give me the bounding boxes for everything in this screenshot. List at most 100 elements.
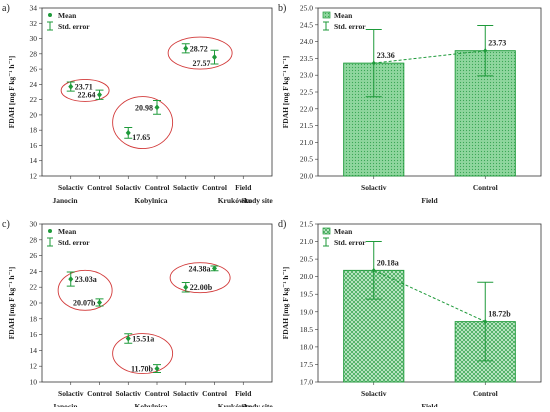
panel-label: c) [2,219,10,230]
legend-mean-marker [322,227,331,235]
x-tick-label: Solactiv [173,183,199,192]
y-axis-label: FDAH [mg F kg⁻¹ h⁻¹] [281,267,290,340]
y-tick-label: 26 [30,251,38,260]
x-tick-label: Solactiv [361,183,387,192]
highlight-ellipse [169,262,231,294]
highlight-ellipse [112,96,174,149]
highlight-ellipse [57,269,113,311]
x-tick-label: Field [235,389,252,398]
y-tick-label: 26 [30,65,38,74]
data-label: 22.00b [190,283,213,292]
x-axis-label: Field [421,402,438,407]
y-tick-label: 23.0 [300,71,313,80]
legend-error-label: Std. error [334,238,366,247]
data-label: 20.07b [73,298,96,307]
panel-d: d) 17.0 17.5 18.0 18.5 19.0 19.5 20.0 20.5 21.0 21… [278,219,542,411]
plot-frame [317,223,542,383]
trend-line [373,50,486,64]
mean-point [212,54,217,61]
legend-mean-label: Mean [58,11,77,20]
data-label: 22.64 [78,91,96,100]
panel-label: d) [278,219,286,230]
x-axis-label: Field [421,196,438,205]
y-tick-label: 24.5 [300,20,313,29]
y-tick-label: 28 [30,235,38,244]
y-tick-label: 22 [30,283,38,292]
highlight-ellipse [60,79,110,102]
legend-error-marker [323,21,329,31]
x-tick-label: Solactiv [58,389,84,398]
y-tick-label: 18 [30,314,38,323]
mean-point [68,276,74,283]
x-tick-label: Control [202,389,227,398]
y-tick-label: 22.0 [300,104,313,113]
y-tick-label: 17.5 [300,360,313,369]
legend-error-marker [323,237,329,247]
y-tick-label: 22.5 [300,88,313,97]
x-tick-label: Solactiv [361,389,387,398]
y-tick-label: 30 [30,34,38,43]
y-tick-label: 18.0 [300,342,313,351]
x-tick-label: Control [145,183,170,192]
y-tick-label: 19.5 [300,290,313,299]
x-tick-label: Control [473,389,498,398]
y-tick-label: 16 [30,141,38,150]
x-tick-label: Solactiv [116,389,142,398]
group-label: Janocin [52,196,78,205]
mean-point [125,129,131,136]
mean-point [97,299,102,306]
y-tick-label: 30 [30,220,38,229]
legend-mean-label: Mean [334,11,353,20]
highlight-ellipse [167,36,233,70]
data-label: 15.51a [132,334,154,343]
group-label: Kobylnica [135,196,168,205]
y-tick-label: 10 [30,378,38,387]
y-axis-label: FDAH [mg F kg⁻¹ h⁻¹] [7,56,16,129]
y-tick-label: 12 [30,172,38,181]
legend-error-label: Std. error [58,238,90,247]
y-tick-label: 20.5 [300,255,313,264]
data-label: 23.03a [75,275,97,284]
group-label: Kobylnica [135,402,168,407]
mean-point [183,45,189,52]
y-tick-label: 20.0 [300,272,313,281]
x-tick-label: Solactiv [58,183,84,192]
x-tick-label: Field [235,183,252,192]
y-tick-label: 14 [30,156,38,165]
x-tick-label: Control [87,183,112,192]
mean-point [183,284,189,291]
y-tick-label: 17.0 [300,378,313,387]
legend-mean-label: Mean [58,227,77,236]
x-tick-label: Solactiv [116,183,142,192]
y-tick-label: 20 [30,299,38,308]
plot-frame [41,7,273,177]
y-tick-label: 22 [30,95,38,104]
data-label: 18.72b [488,310,511,319]
y-tick-label: 21.5 [300,220,313,229]
group-label: Study site [241,402,273,407]
data-label: 24.38a [189,264,211,273]
highlight-ellipse [112,333,174,375]
y-tick-label: 21.5 [300,121,313,130]
y-tick-label: 16 [30,330,38,339]
data-label: 20.98 [135,103,153,112]
y-tick-label: 24.0 [300,37,313,46]
y-tick-label: 19.0 [300,307,313,316]
y-tick-label: 20.0 [300,172,313,181]
mean-point [68,83,74,90]
group-label: Krukówko [218,196,253,205]
legend-mean-marker [322,11,331,19]
legend-mean-label: Mean [334,227,353,236]
y-tick-label: 21.0 [300,138,313,147]
y-tick-label: 32 [30,19,38,28]
mean-point [212,265,217,272]
legend-error-marker [47,21,53,31]
y-tick-label: 20.5 [300,155,313,164]
x-tick-label: Control [473,183,498,192]
y-tick-label: 24 [30,267,38,276]
data-label: 20.18a [377,258,399,267]
y-tick-label: 25.0 [300,4,313,13]
legend-error-label: Std. error [58,22,90,31]
